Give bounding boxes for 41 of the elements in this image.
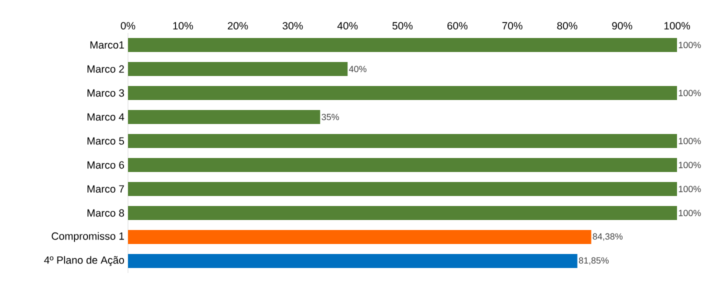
bar	[128, 62, 348, 76]
x-tick-label: 20%	[228, 22, 248, 30]
x-tick-label: 100%	[664, 22, 690, 30]
bar	[128, 110, 320, 124]
x-tick-label: 10%	[173, 22, 193, 30]
x-tick-label: 70%	[502, 22, 522, 30]
data-label: 100%	[678, 162, 701, 168]
y-tick-label: Marco 5	[88, 137, 124, 145]
y-tick-label: Marco 6	[88, 161, 124, 169]
bar	[128, 230, 592, 244]
data-label: 100%	[678, 186, 701, 192]
x-tick-label: 60%	[447, 22, 468, 30]
bar	[128, 86, 678, 100]
bar	[128, 134, 678, 148]
data-label: 84,38%	[592, 233, 623, 241]
data-label: 81,85%	[578, 257, 609, 265]
y-tick-label: Marco 4	[88, 113, 124, 121]
data-label: 100%	[678, 138, 701, 144]
y-tick-label: Marco 2	[88, 65, 124, 73]
x-tick-label: 30%	[282, 22, 303, 30]
y-tick-label: Marco1	[90, 41, 124, 49]
data-label: 40%	[349, 66, 366, 72]
y-tick-label: Marco 7	[88, 185, 124, 193]
x-tick-label: 80%	[557, 22, 578, 30]
x-tick-label: 90%	[612, 22, 632, 30]
x-tick-label: 40%	[337, 22, 358, 30]
data-label: 100%	[678, 90, 701, 96]
bar	[128, 254, 578, 268]
bar	[128, 38, 678, 52]
y-tick-label: Marco 3	[88, 89, 124, 97]
y-tick-label: Compromisso 1	[52, 232, 124, 242]
x-tick-label: 0%	[120, 22, 136, 30]
bar	[128, 182, 678, 196]
y-tick-label: 4º Plano de Ação	[44, 256, 124, 266]
bar	[128, 206, 678, 220]
data-label: 100%	[678, 42, 701, 48]
x-tick-label: 50%	[392, 22, 413, 30]
data-label: 100%	[678, 210, 701, 216]
bar	[128, 158, 678, 172]
data-label: 35%	[322, 114, 339, 120]
y-tick-label: Marco 8	[88, 209, 124, 217]
